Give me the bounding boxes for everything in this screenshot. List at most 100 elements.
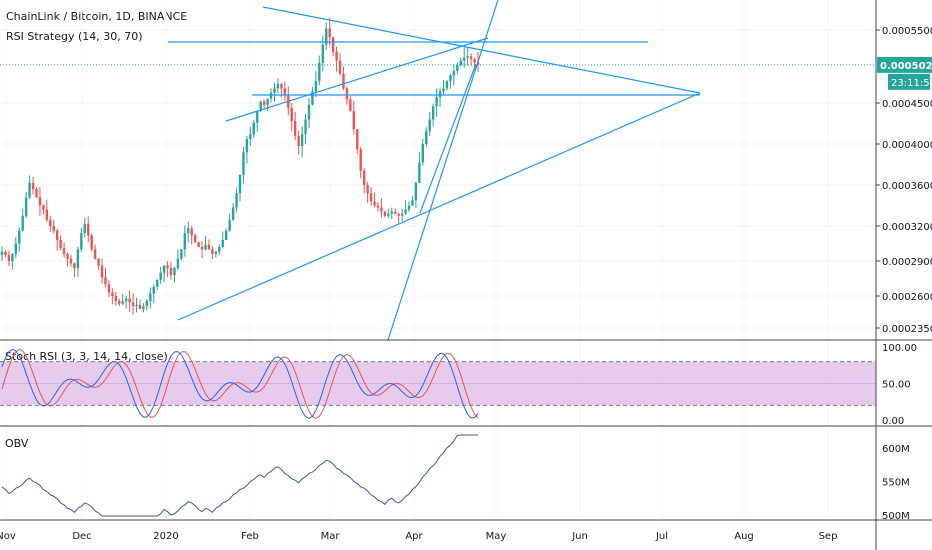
candle-body-78 — [269, 92, 273, 99]
candle-body-8 — [28, 182, 31, 198]
candle-body-88 — [304, 119, 307, 135]
candle-body-66 — [228, 219, 231, 231]
candle-body-79 — [273, 88, 276, 93]
candle-body-27 — [93, 249, 97, 259]
x-tick-label: Mar — [321, 531, 341, 542]
price-tick-label: 0.00055000 — [882, 26, 932, 37]
candle-body-117 — [404, 209, 407, 214]
candle-body-69 — [238, 174, 242, 194]
candle-body-90 — [311, 91, 314, 105]
candle-body-82 — [283, 88, 287, 96]
gridlines — [0, 0, 876, 520]
last-price-label: 0.00050224 — [880, 61, 932, 72]
candle-body-6 — [21, 215, 24, 231]
candle-body-127 — [438, 91, 442, 98]
candle-body-62 — [214, 251, 218, 254]
candle-body-39 — [135, 304, 138, 307]
candle-body-124 — [428, 119, 431, 131]
candle-body-108 — [373, 201, 376, 206]
candle-body-12 — [42, 205, 45, 210]
candle-body-132 — [456, 65, 459, 71]
obv-tick-label: 550M — [882, 478, 910, 489]
candle-body-85 — [293, 121, 297, 136]
candle-body-68 — [235, 193, 238, 208]
obv-tick-label: 500M — [882, 511, 910, 522]
candle-body-89 — [307, 104, 311, 120]
trendlines — [168, 0, 701, 341]
candle-body-94 — [325, 28, 328, 45]
candle-body-46 — [159, 272, 162, 280]
candle-body-16 — [55, 230, 59, 240]
price-tick-label: 0.00023500 — [882, 324, 932, 335]
candlestick-series — [0, 17, 876, 315]
candle-body-35 — [121, 301, 124, 304]
candle-body-112 — [387, 213, 390, 216]
candle-body-102 — [352, 111, 356, 130]
candle-body-128 — [442, 88, 445, 92]
obv-title: OBV — [5, 437, 29, 450]
candle-body-61 — [211, 249, 214, 254]
candle-body-59 — [204, 244, 207, 250]
obv-panel: OBV — [1, 434, 478, 517]
candle-body-5 — [18, 230, 21, 244]
x-tick-label: May — [486, 531, 507, 542]
candle-body-100 — [345, 88, 349, 100]
candle-body-110 — [380, 207, 383, 212]
candle-body-120 — [414, 182, 418, 201]
candle-body-7 — [24, 197, 28, 216]
candle-body-81 — [280, 84, 283, 89]
candle-body-74 — [256, 111, 259, 123]
candle-body-42 — [145, 301, 149, 307]
candle-body-97 — [335, 51, 338, 61]
candle-body-30 — [104, 277, 107, 285]
x-tick-label: 2020 — [153, 531, 178, 542]
candle-body-44 — [152, 286, 155, 294]
candle-body-26 — [90, 235, 93, 250]
strategy-label: RSI Strategy (14, 30, 70) — [6, 30, 143, 43]
candle-body-67 — [231, 207, 235, 220]
candle-body-10 — [35, 189, 38, 198]
candle-body-135 — [466, 56, 469, 58]
x-tick-label: Nov — [0, 531, 16, 542]
candle-body-49 — [169, 268, 173, 275]
candle-body-98 — [338, 60, 342, 74]
candle-body-137 — [473, 59, 476, 63]
countdown-badge — [888, 73, 930, 90]
price-tick-label: 0.00026000 — [882, 292, 932, 303]
x-tick-label: Aug — [734, 531, 754, 542]
candle-body-109 — [376, 205, 380, 208]
candle-body-48 — [166, 265, 169, 268]
candle-body-126 — [435, 97, 438, 107]
candle-body-75 — [259, 101, 262, 112]
candle-body-32 — [111, 292, 114, 296]
candle-body-99 — [342, 73, 345, 89]
trendline-5 — [387, 0, 499, 341]
stoch-rsi-panel: Stoch RSI (3, 3, 14, 14, close) — [0, 348, 876, 420]
x-tick-label: Apr — [405, 531, 423, 542]
candle-body-50 — [173, 268, 176, 275]
candle-body-23 — [80, 233, 83, 250]
stoch-d-line — [1, 348, 479, 420]
candle-body-31 — [107, 284, 111, 293]
candle-body-70 — [242, 152, 245, 175]
candle-body-52 — [180, 249, 183, 259]
candle-body-101 — [349, 99, 352, 112]
candle-body-57 — [197, 242, 200, 247]
candle-body-19 — [66, 254, 69, 259]
candle-body-87 — [300, 134, 304, 147]
candle-body-1 — [4, 251, 7, 256]
candle-body-28 — [97, 258, 100, 266]
candle-body-64 — [221, 240, 224, 247]
candle-body-119 — [411, 200, 414, 206]
candle-body-4 — [14, 243, 17, 254]
candle-body-38 — [131, 302, 135, 307]
obv-tick-label: 600M — [882, 444, 910, 455]
candle-body-122 — [421, 144, 425, 163]
candle-body-47 — [162, 265, 166, 273]
candle-body-65 — [225, 230, 228, 240]
candle-body-40 — [138, 304, 142, 309]
candle-body-136 — [469, 56, 473, 60]
candle-body-92 — [318, 62, 321, 82]
